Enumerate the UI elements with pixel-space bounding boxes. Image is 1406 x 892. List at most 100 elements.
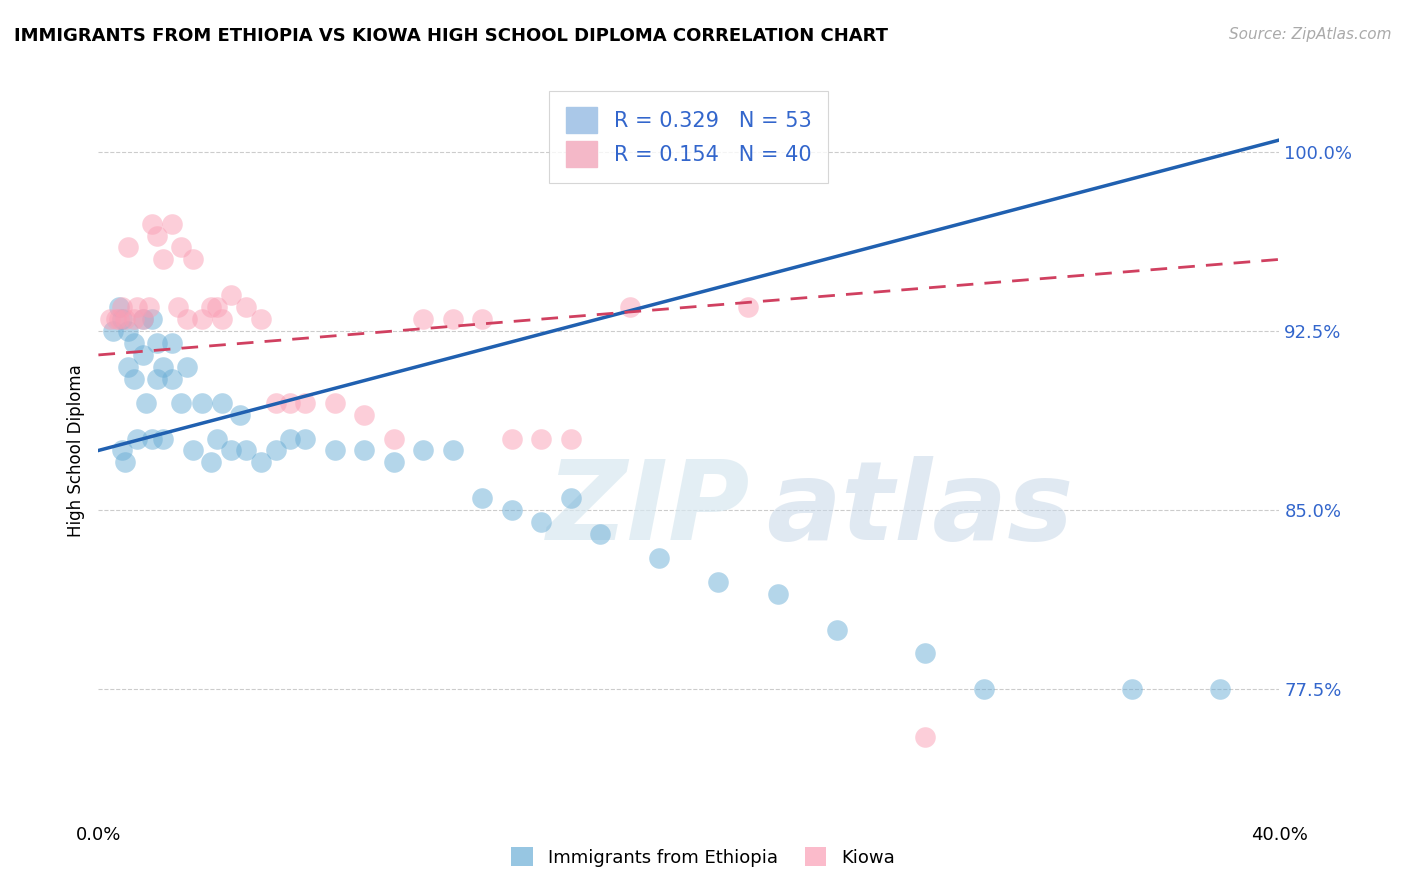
Point [117, 240, 139, 254]
Point [152, 252, 174, 267]
Text: atlas: atlas [766, 456, 1073, 563]
Point [111, 312, 134, 326]
Point [501, 432, 523, 446]
Point [176, 359, 198, 374]
Legend: R = 0.329   N = 53, R = 0.154   N = 40: R = 0.329 N = 53, R = 0.154 N = 40 [550, 91, 828, 183]
Point [530, 515, 553, 529]
Point [176, 312, 198, 326]
Point [152, 359, 174, 374]
Point [132, 348, 155, 362]
Point [111, 300, 134, 314]
Point [162, 217, 183, 231]
Point [280, 432, 302, 446]
Point [135, 395, 157, 409]
Legend: Immigrants from Ethiopia, Kiowa: Immigrants from Ethiopia, Kiowa [505, 840, 901, 874]
Point [221, 443, 243, 458]
Point [221, 288, 243, 302]
Point [125, 300, 148, 314]
Point [181, 252, 204, 267]
Point [132, 312, 155, 326]
Point [103, 324, 125, 338]
Point [235, 300, 257, 314]
Point [111, 443, 134, 458]
Point [200, 300, 222, 314]
Point [200, 455, 222, 469]
Point [294, 395, 316, 409]
Point [229, 408, 252, 422]
Text: ZIP: ZIP [547, 456, 751, 563]
Y-axis label: High School Diploma: High School Diploma [66, 364, 84, 537]
Text: Source: ZipAtlas.com: Source: ZipAtlas.com [1229, 27, 1392, 42]
Point [141, 312, 163, 326]
Point [441, 443, 464, 458]
Point [294, 432, 316, 446]
Point [471, 491, 494, 506]
Point [105, 312, 128, 326]
Point [914, 730, 936, 744]
Point [146, 228, 169, 243]
Point [235, 443, 257, 458]
Point [323, 395, 346, 409]
Point [353, 408, 375, 422]
Point [205, 432, 228, 446]
Point [382, 432, 405, 446]
Point [264, 395, 287, 409]
Point [280, 395, 302, 409]
Text: IMMIGRANTS FROM ETHIOPIA VS KIOWA HIGH SCHOOL DIPLOMA CORRELATION CHART: IMMIGRANTS FROM ETHIOPIA VS KIOWA HIGH S… [14, 27, 889, 45]
Point [132, 312, 155, 326]
Point [181, 443, 204, 458]
Point [117, 359, 139, 374]
Point [412, 443, 434, 458]
Point [264, 443, 287, 458]
Point [589, 527, 612, 541]
Point [146, 372, 169, 386]
Point [117, 324, 139, 338]
Point [501, 503, 523, 517]
Point [211, 312, 233, 326]
Point [205, 300, 228, 314]
Point [162, 372, 183, 386]
Point [191, 312, 214, 326]
Point [323, 443, 346, 458]
Point [170, 395, 193, 409]
Point [170, 240, 193, 254]
Point [353, 443, 375, 458]
Point [250, 455, 273, 469]
Point [122, 372, 145, 386]
Point [914, 647, 936, 661]
Point [766, 587, 789, 601]
Point [125, 432, 148, 446]
Point [471, 312, 494, 326]
Point [560, 432, 582, 446]
Point [707, 574, 730, 589]
Point [973, 682, 995, 697]
Point [122, 336, 145, 351]
Point [108, 300, 131, 314]
Point [250, 312, 273, 326]
Point [191, 395, 214, 409]
Point [825, 623, 848, 637]
Point [648, 550, 671, 565]
Point [152, 432, 174, 446]
Point [146, 336, 169, 351]
Point [530, 432, 553, 446]
Point [441, 312, 464, 326]
Point [382, 455, 405, 469]
Point [167, 300, 190, 314]
Point [1209, 682, 1232, 697]
Point [122, 312, 145, 326]
Point [98, 312, 121, 326]
Point [412, 312, 434, 326]
Point [114, 455, 136, 469]
Point [138, 300, 160, 314]
Point [1121, 682, 1143, 697]
Point [560, 491, 582, 506]
Point [211, 395, 233, 409]
Point [737, 300, 759, 314]
Point [108, 312, 131, 326]
Point [141, 217, 163, 231]
Point [114, 312, 136, 326]
Point [162, 336, 183, 351]
Point [619, 300, 641, 314]
Point [141, 432, 163, 446]
